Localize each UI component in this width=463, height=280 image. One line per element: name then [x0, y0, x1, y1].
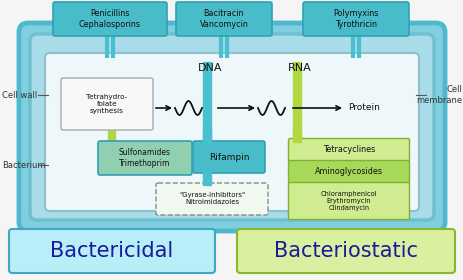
- Text: Polymyxins
Tyrothricin: Polymyxins Tyrothricin: [332, 9, 378, 29]
- Text: Protein: Protein: [347, 104, 379, 113]
- FancyBboxPatch shape: [302, 2, 408, 36]
- Bar: [203, 62, 211, 142]
- Bar: [110, 80, 115, 143]
- Text: Cell wall: Cell wall: [2, 90, 37, 99]
- FancyBboxPatch shape: [98, 141, 192, 175]
- Bar: [292, 130, 300, 140]
- FancyBboxPatch shape: [193, 141, 264, 173]
- Bar: [108, 128, 114, 143]
- Text: DNA: DNA: [197, 63, 222, 73]
- FancyBboxPatch shape: [45, 53, 418, 211]
- Text: Aminoglycosides: Aminoglycosides: [314, 167, 382, 176]
- Text: Chloramphenicol
Erythromycin
Clindamycin: Chloramphenicol Erythromycin Clindamycin: [320, 191, 376, 211]
- Text: Bacitracin
Vancomycin: Bacitracin Vancomycin: [199, 9, 248, 29]
- FancyBboxPatch shape: [61, 78, 153, 130]
- FancyBboxPatch shape: [19, 23, 444, 231]
- FancyBboxPatch shape: [156, 183, 268, 215]
- FancyBboxPatch shape: [175, 2, 271, 36]
- FancyBboxPatch shape: [9, 229, 214, 273]
- Text: "Gyrase-inhibitors"
Nitroimidazoles: "Gyrase-inhibitors" Nitroimidazoles: [179, 193, 244, 206]
- Bar: [203, 171, 211, 185]
- Text: Tetrahydro-
folate
synthesis: Tetrahydro- folate synthesis: [86, 94, 127, 114]
- FancyBboxPatch shape: [53, 2, 167, 36]
- Bar: [203, 130, 211, 143]
- FancyBboxPatch shape: [30, 34, 433, 220]
- FancyBboxPatch shape: [288, 160, 409, 183]
- FancyBboxPatch shape: [288, 183, 409, 220]
- Text: RNA: RNA: [288, 63, 311, 73]
- Text: Bactericidal: Bactericidal: [50, 241, 173, 261]
- Text: Cell
membrane: Cell membrane: [415, 85, 461, 105]
- FancyBboxPatch shape: [288, 139, 409, 162]
- Bar: [292, 62, 300, 142]
- Text: Penicillins
Cephalosporins: Penicillins Cephalosporins: [79, 9, 141, 29]
- Text: Bacteriostatic: Bacteriostatic: [274, 241, 417, 261]
- Text: Tetracyclines: Tetracyclines: [322, 146, 374, 155]
- FancyBboxPatch shape: [237, 229, 454, 273]
- Text: Rifampin: Rifampin: [208, 153, 249, 162]
- Text: Bacterium: Bacterium: [2, 160, 45, 169]
- Text: Sulfonamides
Trimethoprim: Sulfonamides Trimethoprim: [119, 148, 171, 168]
